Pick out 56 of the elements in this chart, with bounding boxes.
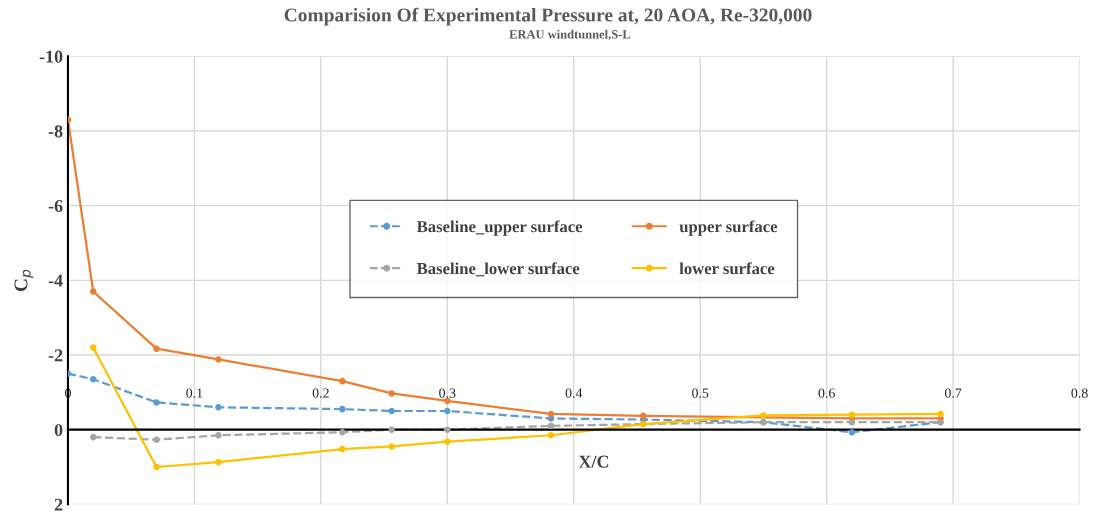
point (339, 445, 346, 453)
x-tick-label: 0.1 (186, 388, 203, 398)
point (547, 432, 555, 439)
point (388, 407, 395, 415)
point (339, 429, 346, 436)
point (444, 426, 451, 433)
point (388, 443, 395, 450)
point (444, 438, 451, 445)
point (388, 426, 395, 433)
point (215, 356, 222, 363)
legend-label: Baseline_upper surface (416, 220, 583, 236)
y-tick-label: -10 (39, 50, 63, 63)
x-tick-label: 0.5 (692, 388, 709, 398)
point (339, 405, 346, 413)
legend-label: Baseline_lower surface (416, 262, 580, 277)
point (848, 429, 856, 436)
y-tick-label: 0 (54, 423, 63, 437)
x-tick-label: 0.4 (565, 388, 583, 398)
point (89, 344, 97, 351)
chart-title: Comparision Of Experimental Pressure at, 20 AOA, Re-320,000 (284, 7, 812, 26)
y-tick-label: 2 (54, 498, 63, 511)
point (215, 458, 222, 466)
point (937, 410, 944, 418)
point (444, 407, 451, 415)
y-tick-label: -4 (48, 274, 63, 287)
point (215, 404, 222, 411)
point (339, 377, 346, 385)
point (153, 463, 160, 471)
point (388, 390, 395, 397)
legend-label: upper surface (679, 220, 778, 236)
point (547, 422, 555, 430)
point (67, 370, 72, 377)
point (547, 410, 555, 418)
y-tick-label: -6 (48, 199, 63, 213)
x-axis-title: X/C (578, 455, 609, 468)
point (89, 288, 97, 295)
point (848, 418, 856, 426)
x-tick-label: 0.8 (1071, 388, 1088, 398)
legend-label: lower surface (679, 262, 775, 275)
x-tick-label: 0.2 (312, 388, 329, 398)
x-tick-label: 0.7 (944, 388, 962, 398)
y-axis-title: C$_{p}$ (14, 269, 34, 292)
point (848, 411, 856, 418)
point (760, 412, 767, 419)
point (640, 412, 647, 420)
point (215, 432, 222, 439)
x-tick-label: 0.3 (439, 388, 456, 398)
point (153, 436, 160, 443)
point (153, 399, 160, 406)
point (89, 433, 97, 441)
y-tick-label: -8 (48, 125, 63, 138)
point (89, 376, 97, 383)
point (153, 345, 160, 352)
y-tick-label: -2 (48, 349, 63, 362)
x-tick-label: 0.6 (818, 388, 835, 398)
chart-subtitle: ERAU windtunnel,S-L (509, 29, 631, 41)
